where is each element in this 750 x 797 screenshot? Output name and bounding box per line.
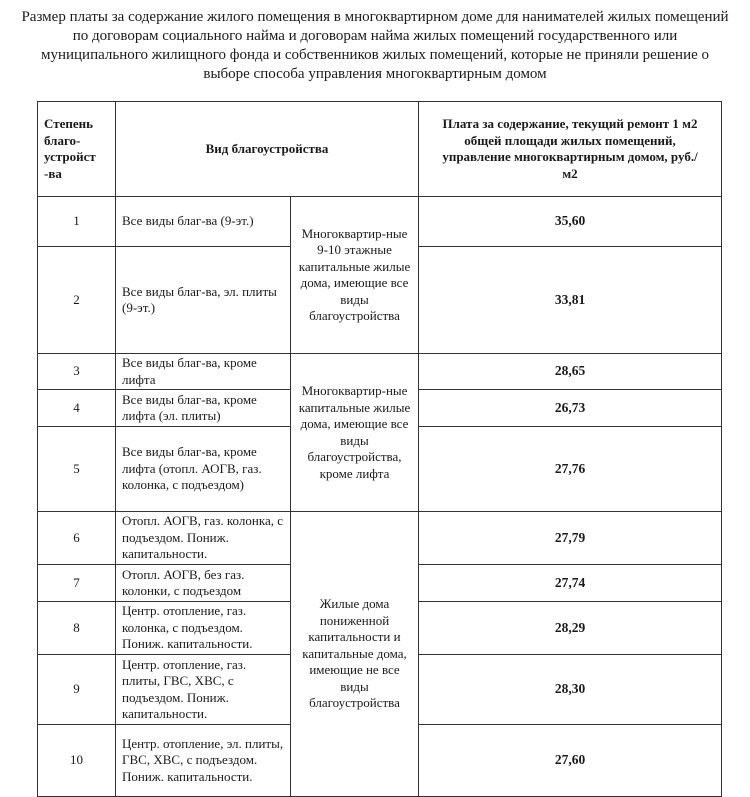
table-row: 2 Все виды благ-ва, эл. плиты (9-эт.) 33,8… [37, 246, 723, 354]
table-row: 3 Все виды благ-ва, кроме лифта Многокварт… [37, 353, 723, 512]
table-row: 1 Все виды благ-ва (9-эт.) Многоквартир-ны… [37, 196, 723, 354]
description-cell: Все виды благ-ва (9-эт.) [115, 196, 291, 247]
group-cell: Многоквартир-ные 9-10 этажные капитальны… [289, 196, 420, 354]
degree-cell: 6 [37, 511, 116, 565]
table-row: 5 Все виды благ-ва, кроме лифта (отопл. А… [37, 426, 723, 512]
fee-cell: 27,76 [418, 426, 723, 512]
description-cell: Все виды благ-ва, эл. плиты (9-эт.) [115, 246, 291, 354]
table-row: 7 Отопл. АОГВ, без газ. колонки, с подъез… [37, 564, 723, 602]
degree-cell: 7 [37, 564, 116, 602]
fee-cell: 27,74 [418, 564, 723, 602]
table-row: 6 Отопл. АОГВ, газ. колонка, с подъездом.… [37, 511, 723, 797]
table-row: 9 Центр. отопление, газ. плиты, ГВС, ХВС,… [37, 654, 723, 725]
fee-cell: 28,30 [418, 654, 723, 725]
degree-cell: 8 [37, 601, 116, 655]
fee-cell: 27,60 [418, 724, 723, 797]
table-header-row: Степень благо-устройст -ва Вид благоустр… [37, 101, 723, 197]
degree-cell: 2 [37, 246, 116, 354]
table-row: 8 Центр. отопление, газ. колонка, с подъе… [37, 601, 723, 655]
fee-cell: 28,29 [418, 601, 723, 655]
description-cell: Центр. отопление, газ. плиты, ГВС, ХВС, … [115, 654, 291, 725]
degree-cell: 4 [37, 389, 116, 427]
fee-cell: 28,65 [418, 353, 723, 390]
fee-table: Степень благо-устройст -ва Вид благоустр… [37, 101, 723, 797]
description-cell: Отопл. АОГВ, без газ. колонки, с подъезд… [115, 564, 291, 602]
description-cell: Все виды благ-ва, кроме лифта (отопл. АО… [115, 426, 291, 512]
degree-cell: 9 [37, 654, 116, 725]
degree-cell: 3 [37, 353, 116, 390]
fee-cell: 26,73 [418, 389, 723, 427]
description-cell: Все виды благ-ва, кроме лифта [115, 353, 291, 390]
description-cell: Отопл. АОГВ, газ. колонка, с подъездом. … [115, 511, 291, 565]
document-title: Размер платы за содержание жилого помеще… [21, 9, 729, 82]
table-row: 10 Центр. отопление, эл. плиты, ГВС, ХВС,… [37, 724, 723, 797]
header-degree: Степень благо-устройст -ва [37, 101, 116, 197]
degree-cell: 1 [37, 196, 116, 247]
table-row: 4 Все виды благ-ва, кроме лифта (эл. плит… [37, 389, 723, 427]
degree-cell: 5 [37, 426, 116, 512]
header-fee: Плата за содержание, текущий ремонт 1 м2… [418, 101, 723, 197]
header-type: Вид благоустройства [114, 101, 420, 197]
degree-cell: 10 [37, 724, 116, 797]
description-cell: Все виды благ-ва, кроме лифта (эл. плиты… [115, 389, 291, 427]
description-cell: Центр. отопление, газ. колонка, с подъез… [115, 601, 291, 655]
fee-cell: 27,79 [418, 511, 723, 565]
description-cell: Центр. отопление, эл. плиты, ГВС, ХВС, с… [115, 724, 291, 797]
fee-cell: 35,60 [418, 196, 723, 247]
fee-cell: 33,81 [418, 246, 723, 354]
group-cell: Жилые дома пониженной капитальности и ка… [289, 511, 420, 797]
group-cell: Многоквартир-ные капитальные жилые дома,… [289, 353, 420, 512]
